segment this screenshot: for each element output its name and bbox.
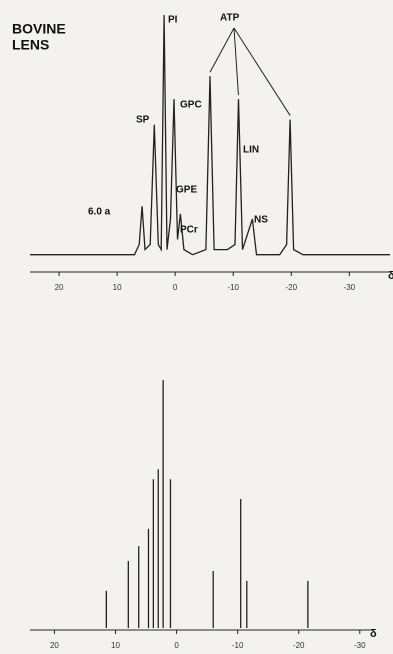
x-axis-label: δ	[388, 270, 393, 282]
peak-label: PCr	[180, 225, 198, 236]
peak-label: NS	[254, 215, 268, 226]
x-axis-label: δ	[370, 628, 377, 640]
peak-label: GPE	[176, 185, 197, 196]
x-tick-label: -30	[354, 641, 366, 650]
leader-line	[209, 27, 235, 73]
spectrum-line	[30, 14, 390, 256]
x-tick-label: 0	[174, 641, 179, 650]
leader-line	[233, 27, 291, 116]
x-tick-label: 0	[173, 283, 178, 292]
peak-label: PI	[168, 15, 178, 26]
peak-label: SP	[136, 115, 150, 126]
x-tick-label: -20	[293, 641, 305, 650]
subtitle: LENS	[12, 37, 49, 53]
x-tick-label: 20	[55, 283, 64, 292]
peak-label: LIN	[243, 145, 259, 156]
x-tick-label: -20	[286, 283, 298, 292]
x-tick-label: 10	[111, 641, 120, 650]
x-tick-label: 10	[113, 283, 122, 292]
leader-line	[233, 27, 239, 96]
peak-label: ATP	[220, 13, 240, 24]
peak-label: 6.0 a	[88, 207, 111, 218]
peak-label: GPC	[180, 100, 202, 111]
x-tick-label: -30	[344, 283, 356, 292]
x-tick-label: -10	[232, 641, 244, 650]
x-tick-label: -10	[227, 283, 239, 292]
x-tick-label: 20	[50, 641, 59, 650]
title: BOVINE	[12, 21, 66, 37]
